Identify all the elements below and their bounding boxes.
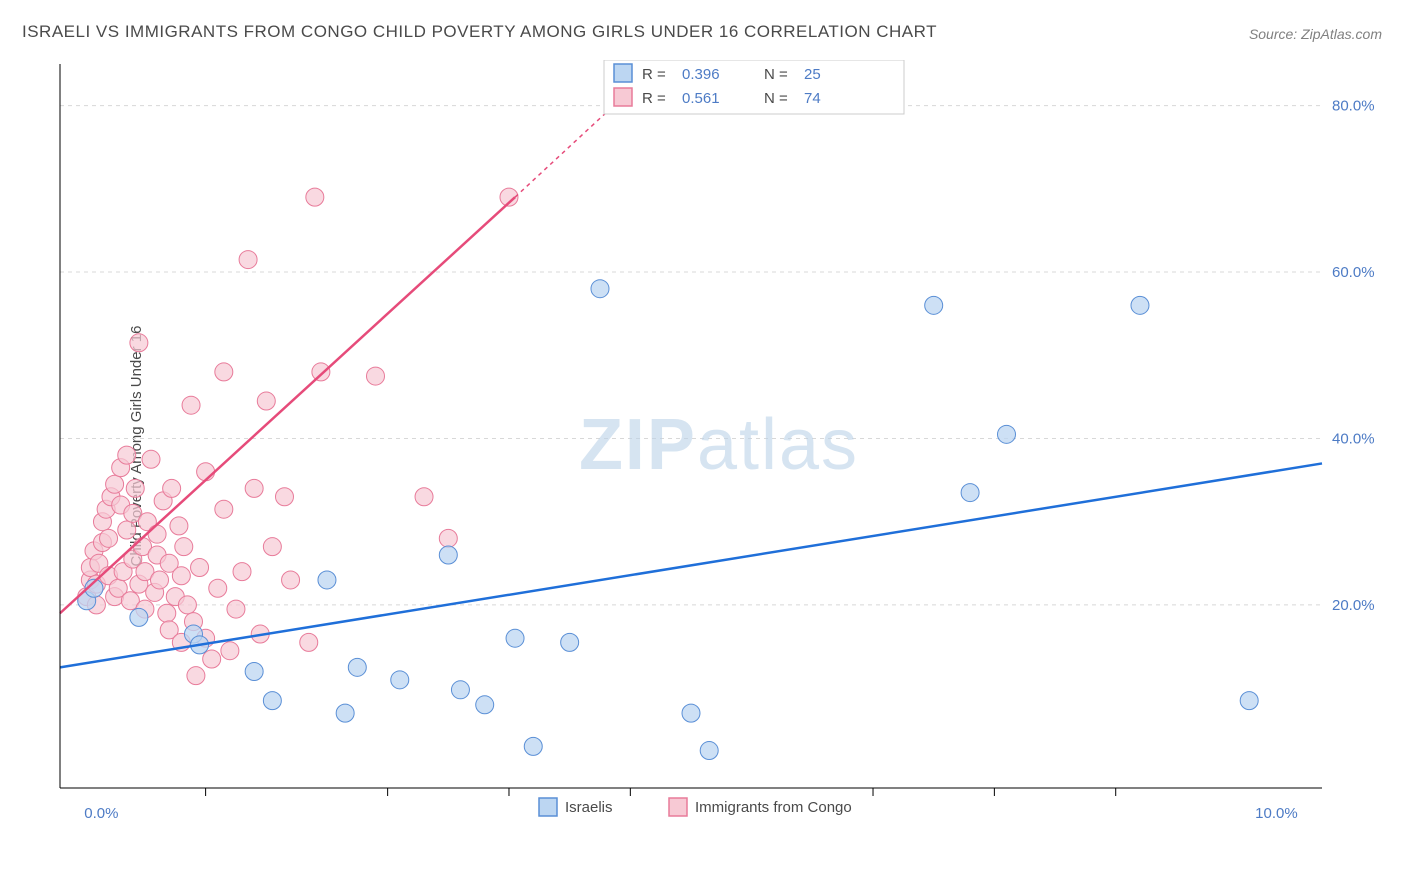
scatter-point [158, 604, 176, 622]
scatter-point [561, 633, 579, 651]
scatter-point [170, 517, 188, 535]
scatter-point [172, 567, 190, 585]
scatter-point [257, 392, 275, 410]
stat-n-label: N = [764, 66, 788, 83]
chart-svg: 20.0% 40.0% 60.0% 80.0% 0.0% 10.0% R = 0.396 N =… [56, 60, 1382, 872]
scatter-point [215, 363, 233, 381]
scatter-point [106, 475, 124, 493]
scatter-point [300, 633, 318, 651]
y-tick-label: 40.0% [1332, 430, 1375, 447]
scatter-point [239, 251, 257, 269]
scatter-point [151, 571, 169, 589]
scatter-point [182, 396, 200, 414]
chart-source: Source: ZipAtlas.com [1249, 26, 1382, 42]
scatter-point [245, 662, 263, 680]
stat-r-value: 0.396 [682, 66, 720, 83]
scatter-point [451, 681, 469, 699]
scatter-point [126, 479, 144, 497]
stat-r-label: R = [642, 66, 666, 83]
scatter-point [175, 538, 193, 556]
scatter-point [524, 737, 542, 755]
scatter-point [187, 667, 205, 685]
scatter-point [197, 463, 215, 481]
scatter-point [391, 671, 409, 689]
scatter-point [118, 446, 136, 464]
scatter-point [263, 692, 281, 710]
scatter-point [367, 367, 385, 385]
legend-label: Immigrants from Congo [695, 799, 852, 816]
scatter-point [682, 704, 700, 722]
scatter-point [275, 488, 293, 506]
legend-swatch [669, 798, 687, 816]
scatter-point [282, 571, 300, 589]
scatter-point [148, 525, 166, 543]
scatter-point [191, 558, 209, 576]
scatter-point [1131, 296, 1149, 314]
scatter-plot: ZIPatlas 20.0%40.0%60.0%80.0%0.0%10.0%R … [56, 60, 1382, 830]
scatter-point [221, 642, 239, 660]
scatter-point [925, 296, 943, 314]
stat-n-value: 74 [804, 90, 821, 107]
scatter-point [142, 450, 160, 468]
scatter-point [245, 479, 263, 497]
scatter-point [233, 563, 251, 581]
scatter-point [312, 363, 330, 381]
scatter-point [415, 488, 433, 506]
y-tick-label: 80.0% [1332, 98, 1375, 115]
stat-n-label: N = [764, 90, 788, 107]
scatter-point [336, 704, 354, 722]
legend-swatch [614, 88, 632, 106]
scatter-point [591, 280, 609, 298]
trend-line-ext [515, 101, 618, 197]
legend-label: Israelis [565, 799, 613, 816]
scatter-point [700, 742, 718, 760]
scatter-point [163, 479, 181, 497]
scatter-point [215, 500, 233, 518]
y-tick-label: 60.0% [1332, 264, 1375, 281]
scatter-point [227, 600, 245, 618]
scatter-point [318, 571, 336, 589]
scatter-point [1240, 692, 1258, 710]
scatter-point [998, 425, 1016, 443]
scatter-point [178, 596, 196, 614]
legend-swatch [539, 798, 557, 816]
bottom-legend: Israelis Immigrants from Congo [539, 798, 852, 816]
scatter-point [263, 538, 281, 556]
scatter-point [306, 188, 324, 206]
stat-r-value: 0.561 [682, 90, 720, 107]
scatter-point [100, 529, 118, 547]
legend-swatch [614, 64, 632, 82]
x-tick-label: 10.0% [1255, 805, 1298, 822]
scatter-point [961, 484, 979, 502]
scatter-point [130, 334, 148, 352]
scatter-point [209, 579, 227, 597]
scatter-point [439, 529, 457, 547]
x-tick-label: 0.0% [84, 805, 118, 822]
scatter-point [506, 629, 524, 647]
scatter-point [476, 696, 494, 714]
chart-title: ISRAELI VS IMMIGRANTS FROM CONGO CHILD P… [22, 22, 937, 42]
scatter-point [439, 546, 457, 564]
y-tick-label: 20.0% [1332, 597, 1375, 614]
stat-n-value: 25 [804, 66, 821, 83]
stat-r-label: R = [642, 90, 666, 107]
scatter-point [130, 608, 148, 626]
scatter-point [203, 650, 221, 668]
scatter-point [118, 521, 136, 539]
scatter-point [348, 658, 366, 676]
